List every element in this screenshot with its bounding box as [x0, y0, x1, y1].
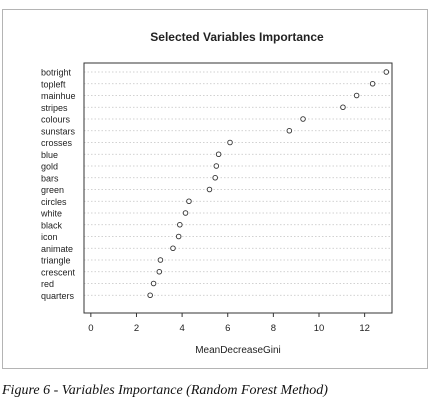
- category-label: gold: [41, 162, 58, 172]
- chart-frame: Selected Variables Importance botright to…: [2, 9, 428, 369]
- x-tick-label: 0: [88, 323, 93, 334]
- x-axis: 0 2 4 6 8 10 12: [88, 312, 370, 334]
- data-point: [212, 174, 218, 181]
- category-label: green: [41, 185, 64, 195]
- category-label: red: [41, 279, 54, 289]
- data-point: [353, 92, 360, 99]
- data-point: [177, 221, 183, 228]
- x-tick-label: 8: [271, 323, 276, 334]
- data-point: [286, 127, 293, 134]
- category-label: crosses: [41, 138, 73, 148]
- x-tick-label: 12: [359, 323, 370, 334]
- data-point: [175, 233, 182, 240]
- category-label: topleft: [41, 79, 66, 89]
- x-tick-label: 6: [225, 323, 230, 334]
- data-point: [157, 257, 164, 263]
- data-point: [150, 280, 157, 287]
- data-point: [170, 245, 176, 251]
- data-point: [156, 269, 163, 275]
- data-point: [206, 186, 213, 193]
- category-label: quarters: [41, 291, 75, 301]
- data-point: [300, 116, 306, 122]
- category-label: crescent: [41, 267, 76, 277]
- data-point: [383, 69, 390, 75]
- plot-area-box: [83, 62, 393, 314]
- category-label: blue: [41, 150, 58, 160]
- category-label: icon: [41, 232, 58, 242]
- category-label: colours: [41, 115, 71, 125]
- data-point: [147, 292, 153, 299]
- x-tick-label: 10: [314, 323, 325, 334]
- category-label: triangle: [41, 256, 71, 266]
- x-axis-label: MeanDecreaseGini: [195, 345, 281, 356]
- data-point: [369, 80, 376, 87]
- figure-caption: Figure 6 - Variables Importance (Random …: [2, 383, 328, 398]
- category-label: botright: [41, 68, 72, 78]
- grid-lines: [84, 71, 392, 296]
- category-label: sunstars: [41, 126, 76, 136]
- category-label: circles: [41, 197, 67, 207]
- data-point: [213, 163, 220, 169]
- category-label: white: [40, 209, 62, 219]
- dot-chart: Selected Variables Importance botrightto…: [40, 30, 393, 356]
- data-point: [182, 210, 189, 216]
- data-point: [227, 139, 233, 146]
- category-label: animate: [41, 244, 73, 254]
- data-points: [147, 69, 390, 299]
- data-point: [186, 198, 192, 204]
- category-label: black: [41, 220, 63, 230]
- x-tick-label: 2: [134, 323, 139, 334]
- data-point: [215, 151, 222, 157]
- data-point: [340, 104, 346, 110]
- x-tick-label: 4: [179, 323, 184, 334]
- category-label: mainhue: [41, 91, 76, 101]
- category-label: stripes: [41, 103, 68, 113]
- chart-title: Selected Variables Importance: [150, 30, 324, 44]
- category-label: bars: [41, 173, 59, 183]
